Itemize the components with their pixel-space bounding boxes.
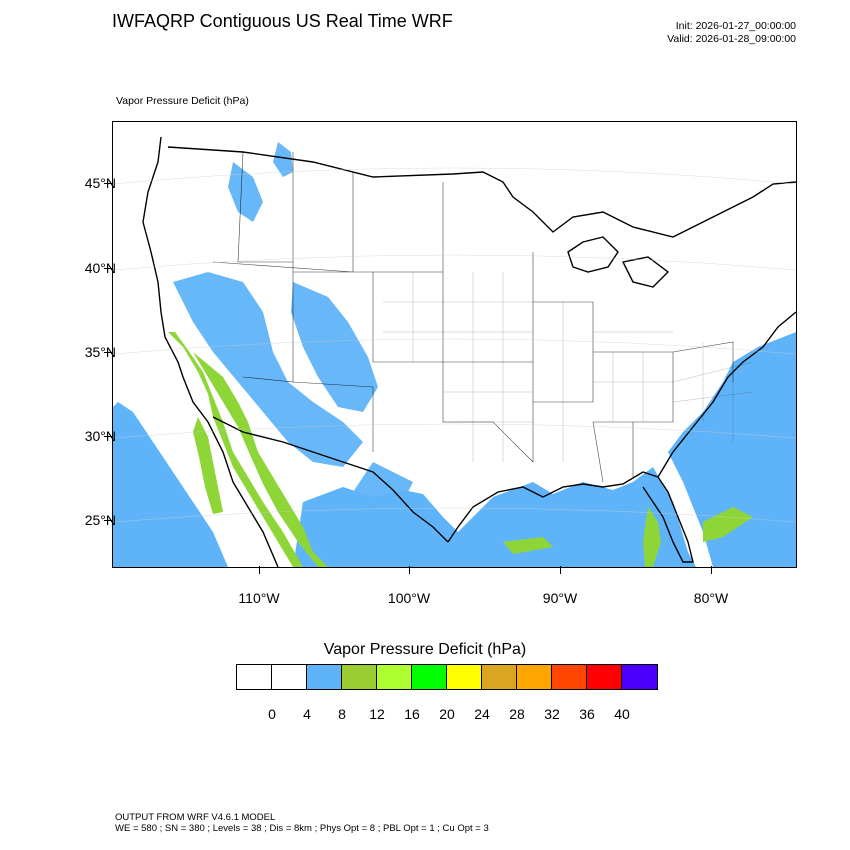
colorbar-swatch [622, 665, 657, 689]
lon-tick-mark [409, 566, 410, 574]
lon-tick-mark [711, 566, 712, 574]
lon-tick-80: 80°W [693, 590, 729, 606]
lat-tick-30: 30°N [84, 428, 116, 444]
init-time: Init: 2026-01-27_00:00:00 [675, 20, 796, 32]
great-lakes [567, 236, 670, 288]
colorbar-level-label: 32 [544, 706, 560, 722]
east-coast [657, 311, 796, 478]
colorbar-level-label: 24 [474, 706, 490, 722]
gulf-patch [503, 537, 553, 554]
rockies-patch [291, 282, 378, 412]
coastline-west [142, 136, 279, 567]
colorbar-title: Vapor Pressure Deficit (hPa) [323, 641, 527, 658]
low-vpd-areas [168, 332, 753, 567]
colorbar-swatch [412, 665, 447, 689]
atlantic-ocean [668, 332, 796, 567]
florida-coast [642, 476, 694, 563]
ocean-areas [113, 332, 796, 567]
inland-blue-areas [173, 142, 413, 512]
northwest-patch [228, 162, 263, 222]
map-canvas [113, 136, 796, 567]
desert-southwest [193, 352, 328, 567]
gulf-of-mexico [293, 467, 696, 567]
lat-tick-mark [104, 436, 112, 437]
colorbar-swatch [342, 665, 377, 689]
idaho-patch [273, 142, 293, 177]
baja-peninsula [193, 417, 223, 514]
pacific-ocean [113, 402, 228, 567]
colorbar-swatch [272, 665, 307, 689]
colorbar-level-label: 40 [614, 706, 630, 722]
model-version: OUTPUT FROM WRF V4.6.1 MODEL [115, 812, 276, 823]
colorbar [236, 664, 658, 690]
boundaries [142, 136, 796, 567]
lat-tick-40: 40°N [84, 260, 116, 276]
map-panel [112, 121, 797, 568]
colorbar-level-label: 20 [439, 706, 455, 722]
colorbar-swatch [447, 665, 482, 689]
colorbar-level-label: 0 [268, 706, 276, 722]
plot-title: IWFAQRP Contiguous US Real Time WRF [112, 11, 453, 31]
colorbar-level-label: 8 [338, 706, 346, 722]
model-info: OUTPUT FROM WRF V4.6.1 MODEL WE = 580 ; … [115, 812, 489, 834]
colorbar-swatch [377, 665, 412, 689]
graticule [113, 167, 796, 523]
lat-tick-45: 45°N [84, 175, 116, 191]
lat-tick-mark [104, 520, 112, 521]
field-label: Vapor Pressure Deficit (hPa) [116, 95, 249, 107]
colorbar-swatch [482, 665, 517, 689]
colorbar-level-label: 36 [579, 706, 595, 722]
colorbar-swatch [517, 665, 552, 689]
colorbar-swatch [587, 665, 622, 689]
florida-patch [643, 507, 661, 567]
lat-tick-mark [104, 268, 112, 269]
lon-tick-90: 90°W [542, 590, 578, 606]
gulf-coast [447, 471, 659, 543]
lon-tick-110: 110°W [238, 590, 280, 606]
model-config: WE = 580 ; SN = 380 ; Levels = 38 ; Dis … [115, 823, 489, 834]
colorbar-level-label: 28 [509, 706, 525, 722]
texas-patch [353, 462, 413, 512]
county-lines [383, 272, 754, 462]
great-basin-patch [173, 272, 363, 467]
colorbar-swatch [552, 665, 587, 689]
mexico-border [212, 416, 449, 543]
lon-tick-mark [560, 566, 561, 574]
colorbar-swatch [307, 665, 342, 689]
lon-tick-100: 100°W [387, 590, 431, 606]
lon-tick-mark [259, 566, 260, 574]
lat-tick-35: 35°N [84, 344, 116, 360]
timestamp-block: Init: 2026-01-27_00:00:00 Valid: 2026-01… [667, 20, 796, 46]
canada-border [167, 146, 796, 238]
california-central-valley [168, 332, 303, 567]
bahamas-patch [703, 507, 753, 542]
valid-time: Valid: 2026-01-28_09:00:00 [667, 33, 796, 45]
colorbar-level-label: 16 [404, 706, 420, 722]
colorbar-level-label: 4 [303, 706, 311, 722]
colorbar-level-label: 12 [369, 706, 385, 722]
lat-tick-25: 25°N [84, 512, 116, 528]
lat-tick-mark [104, 183, 112, 184]
colorbar-swatch [237, 665, 272, 689]
lat-tick-mark [104, 352, 112, 353]
state-lines [212, 151, 734, 483]
